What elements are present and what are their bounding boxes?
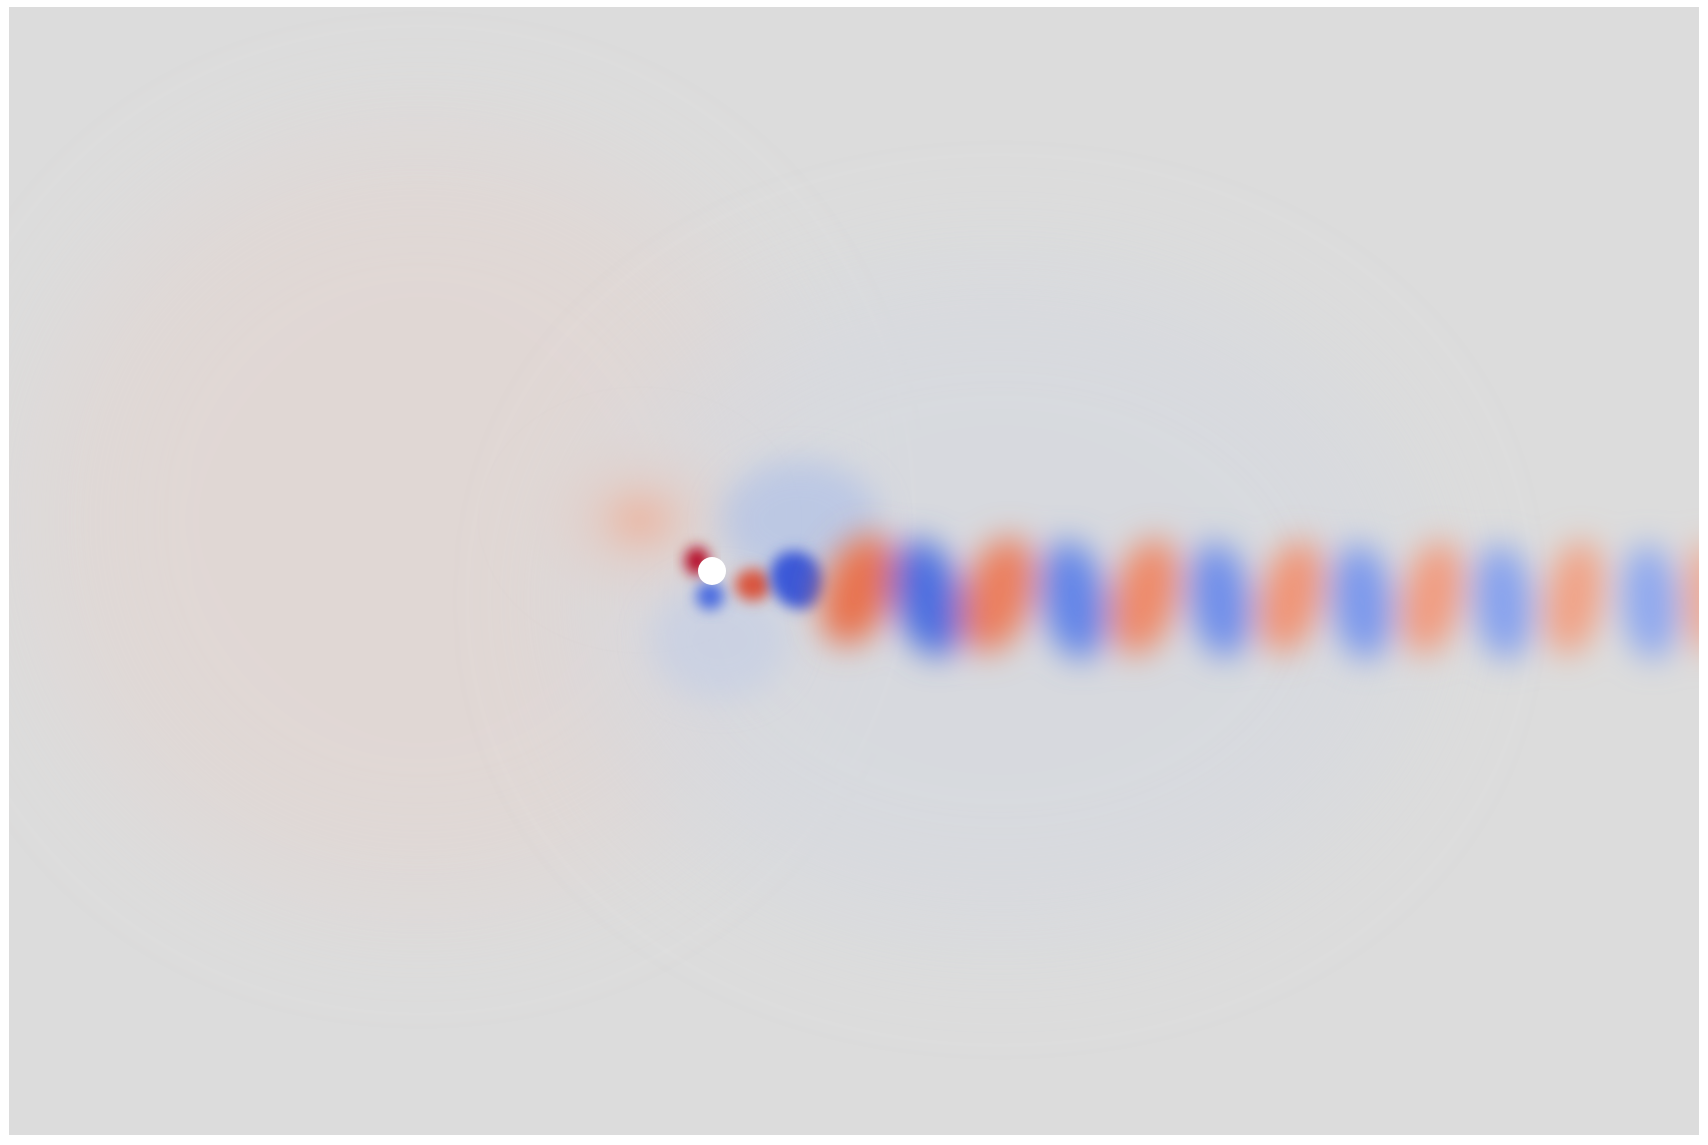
vortex [1331,544,1393,660]
vortex-street [820,534,1699,660]
vortex [960,536,1036,654]
vortex [1401,540,1463,656]
field-area [9,7,1699,1135]
vortex [769,550,825,610]
upper-lobe [720,460,880,580]
vortex [1544,540,1604,656]
vortex [1621,544,1679,660]
vortex [1040,540,1108,660]
vortex [820,534,896,646]
vortex [735,569,771,601]
vortex [1189,542,1251,658]
vortex-core [696,582,724,610]
vortex [1685,544,1699,652]
vortex [891,539,965,657]
cylinder [698,557,726,585]
lower-lobe [650,580,790,700]
vortex [1473,544,1533,660]
vortex [1110,538,1180,656]
vortex [1258,540,1324,654]
